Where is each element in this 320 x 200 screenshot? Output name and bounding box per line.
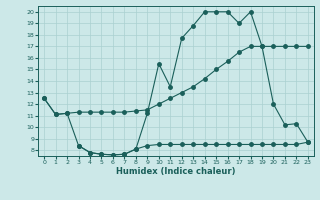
X-axis label: Humidex (Indice chaleur): Humidex (Indice chaleur) xyxy=(116,167,236,176)
